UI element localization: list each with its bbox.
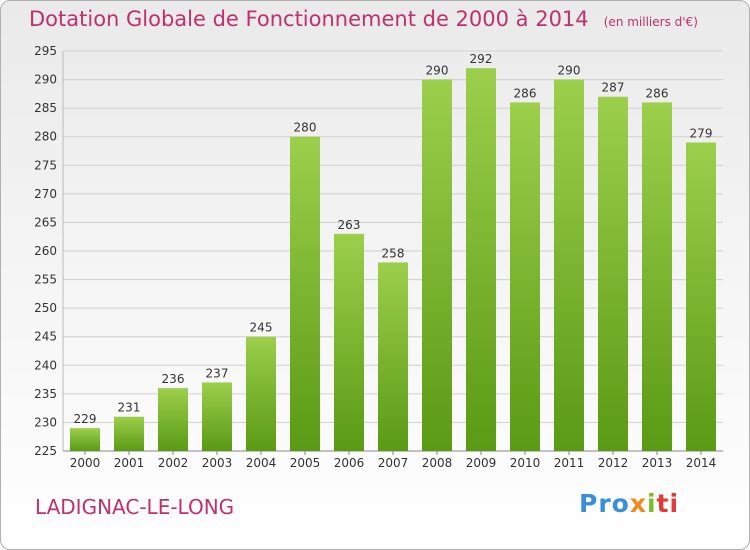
bar-2002	[158, 388, 188, 451]
bars	[70, 68, 716, 452]
y-tick-label: 255	[34, 273, 57, 287]
proxiti-logo: Proxiti	[579, 489, 679, 518]
data-label-2000: 229	[74, 412, 97, 426]
x-tick-label-2014: 2014	[686, 456, 717, 470]
data-label-2001: 231	[118, 401, 141, 415]
bar-2010	[510, 102, 540, 451]
bar-2000	[70, 428, 100, 451]
y-tick-label: 295	[34, 44, 57, 58]
x-tick-label-2009: 2009	[466, 456, 497, 470]
data-labels: 229 231 236 237 245 280 263 258 290 292 286 290 287 2…	[74, 52, 713, 426]
y-tick-label: 250	[34, 301, 57, 315]
data-label-2012: 287	[602, 81, 625, 95]
bar-2013	[642, 102, 672, 451]
x-axis: 2000 2001 2002 2003 2004 2005 2006 2007 2008 2009…	[70, 451, 717, 470]
x-tick-label-2004: 2004	[246, 456, 277, 470]
bar-2005	[290, 136, 320, 451]
y-tick-label: 230	[34, 415, 57, 429]
data-label-2002: 236	[162, 372, 185, 386]
town-name: LADIGNAC-LE-LONG	[35, 495, 235, 519]
chart-title-block: Dotation Globale de Fonctionnement de 20…	[29, 7, 698, 31]
chart-title: Dotation Globale de Fonctionnement de 20…	[29, 7, 589, 31]
bar-2014	[686, 142, 716, 451]
x-tick-label-2012: 2012	[598, 456, 629, 470]
bar-2011	[554, 79, 584, 452]
x-tick-label-2005: 2005	[290, 456, 321, 470]
y-tick-label: 280	[34, 130, 57, 144]
y-tick-label: 240	[34, 358, 57, 372]
y-tick-label: 245	[34, 330, 57, 344]
logo-part-3: i	[646, 489, 657, 518]
data-label-2005: 280	[294, 121, 317, 135]
x-tick-label-2000: 2000	[70, 456, 101, 470]
x-tick-label-2010: 2010	[510, 456, 541, 470]
y-tick-label: 285	[34, 101, 57, 115]
chart-unit-note: (en milliers d'€)	[603, 15, 698, 29]
x-tick-label-2011: 2011	[554, 456, 585, 470]
data-label-2004: 245	[250, 321, 273, 335]
data-label-2007: 258	[382, 246, 405, 260]
x-tick-label-2013: 2013	[642, 456, 673, 470]
y-tick-label: 275	[34, 158, 57, 172]
bar-2007	[378, 262, 408, 451]
y-axis: 225 230 235 240 245 250 255 260 265 270 275 280 285 2…	[34, 44, 57, 458]
data-label-2003: 237	[206, 366, 229, 380]
x-tick-label-2002: 2002	[158, 456, 189, 470]
data-label-2011: 290	[558, 64, 581, 78]
data-label-2010: 286	[514, 86, 537, 100]
x-tick-label-2003: 2003	[202, 456, 233, 470]
data-label-2006: 263	[338, 218, 361, 232]
bar-2006	[334, 233, 364, 451]
y-tick-label: 290	[34, 73, 57, 87]
y-tick-label: 265	[34, 215, 57, 229]
bar-2001	[114, 416, 144, 451]
data-label-2014: 279	[690, 126, 713, 140]
bar-2012	[598, 96, 628, 451]
x-tick-label-2006: 2006	[334, 456, 365, 470]
y-tick-label: 225	[34, 444, 57, 458]
x-tick-label-2001: 2001	[114, 456, 145, 470]
data-label-2013: 286	[646, 86, 669, 100]
data-label-2009: 292	[470, 52, 493, 66]
bar-2003	[202, 382, 232, 451]
logo-part-2: x	[629, 489, 647, 518]
logo-part-1: Pro	[579, 489, 630, 518]
y-tick-label: 235	[34, 387, 57, 401]
y-tick-label: 270	[34, 187, 57, 201]
y-tick-label: 260	[34, 244, 57, 258]
logo-part-4: ti	[656, 489, 680, 518]
data-label-2008: 290	[426, 64, 449, 78]
x-tick-label-2008: 2008	[422, 456, 453, 470]
bar-2008	[422, 79, 452, 452]
bar-2004	[246, 336, 276, 451]
x-tick-label-2007: 2007	[378, 456, 409, 470]
bar-2009	[466, 68, 496, 452]
